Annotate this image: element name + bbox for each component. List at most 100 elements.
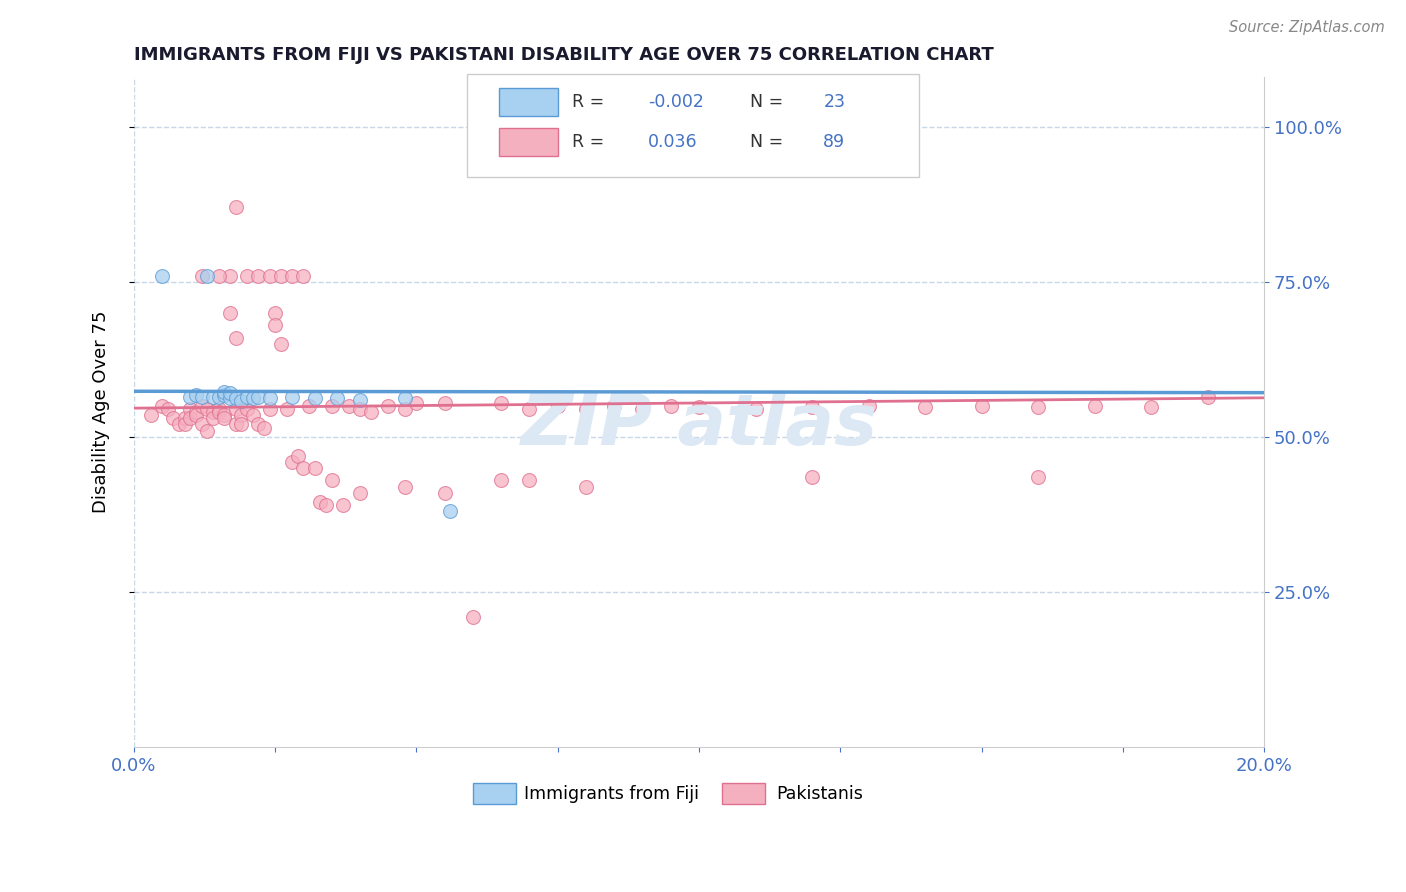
Point <box>801 400 824 414</box>
Point <box>914 400 936 414</box>
Point <box>225 392 247 406</box>
Point <box>190 399 212 413</box>
Point <box>202 390 225 404</box>
Point <box>219 306 242 320</box>
Text: 23: 23 <box>824 93 845 111</box>
Text: N =: N = <box>749 133 789 151</box>
Point <box>461 610 484 624</box>
Point <box>225 401 247 416</box>
Point <box>242 392 264 406</box>
Point <box>575 401 598 416</box>
Point <box>214 385 236 400</box>
Point <box>292 461 315 475</box>
Point <box>247 417 270 432</box>
Point <box>858 399 880 413</box>
Point <box>247 390 270 404</box>
Point <box>433 396 456 410</box>
Point <box>150 268 173 283</box>
Point <box>1083 399 1105 413</box>
FancyBboxPatch shape <box>472 783 516 805</box>
Point <box>184 387 207 401</box>
Point <box>219 392 242 406</box>
Point <box>139 408 162 422</box>
Point <box>1197 390 1219 404</box>
Point <box>173 411 195 425</box>
Point <box>236 390 259 404</box>
Point <box>208 401 231 416</box>
Point <box>242 408 264 422</box>
Point <box>321 474 343 488</box>
Point <box>184 405 207 419</box>
Point <box>276 401 298 416</box>
Point <box>197 268 219 283</box>
Point <box>190 390 212 404</box>
Point <box>394 479 416 493</box>
Point <box>281 390 304 404</box>
Point <box>394 401 416 416</box>
Point <box>519 401 541 416</box>
Point <box>231 408 253 422</box>
Point <box>349 485 371 500</box>
Point <box>377 399 399 413</box>
Point <box>326 392 349 406</box>
Point <box>292 268 315 283</box>
Point <box>519 474 541 488</box>
Point <box>214 387 236 401</box>
Text: -0.002: -0.002 <box>648 93 704 111</box>
Text: N =: N = <box>749 93 789 111</box>
Text: R =: R = <box>572 93 610 111</box>
Point <box>321 399 343 413</box>
Point <box>270 336 292 351</box>
Point <box>150 399 173 413</box>
Point <box>603 399 626 413</box>
Point <box>575 479 598 493</box>
Point <box>253 420 276 434</box>
Y-axis label: Disability Age Over 75: Disability Age Over 75 <box>93 310 110 513</box>
Point <box>184 408 207 422</box>
FancyBboxPatch shape <box>499 87 558 116</box>
Point <box>394 392 416 406</box>
Point <box>202 405 225 419</box>
Point <box>489 396 512 410</box>
Point <box>202 411 225 425</box>
Point <box>405 396 427 410</box>
Point <box>659 399 682 413</box>
Point <box>332 498 354 512</box>
Point <box>208 405 231 419</box>
Text: ZIP atlas: ZIP atlas <box>520 391 877 460</box>
Point <box>281 455 304 469</box>
Point <box>231 393 253 408</box>
FancyBboxPatch shape <box>721 783 765 805</box>
Text: Immigrants from Fiji: Immigrants from Fiji <box>524 785 699 803</box>
Point <box>156 401 179 416</box>
Point <box>360 405 382 419</box>
Point <box>688 400 710 414</box>
Point <box>179 390 201 404</box>
Text: Source: ZipAtlas.com: Source: ZipAtlas.com <box>1229 20 1385 35</box>
Text: 89: 89 <box>824 133 845 151</box>
Point <box>236 401 259 416</box>
Point <box>197 424 219 438</box>
FancyBboxPatch shape <box>499 128 558 156</box>
Point <box>190 268 212 283</box>
Point <box>225 200 247 214</box>
Point <box>264 306 287 320</box>
FancyBboxPatch shape <box>467 73 920 178</box>
Point <box>1140 400 1163 414</box>
Point <box>236 268 259 283</box>
Point <box>337 399 360 413</box>
Point <box>208 390 231 404</box>
Point <box>197 401 219 416</box>
Point <box>225 330 247 344</box>
Text: IMMIGRANTS FROM FIJI VS PAKISTANI DISABILITY AGE OVER 75 CORRELATION CHART: IMMIGRANTS FROM FIJI VS PAKISTANI DISABI… <box>134 46 994 64</box>
Point <box>1026 470 1049 484</box>
Point <box>214 408 236 422</box>
Point <box>219 268 242 283</box>
Point <box>167 417 190 432</box>
Point <box>631 401 654 416</box>
Point <box>231 417 253 432</box>
Point <box>304 461 326 475</box>
Point <box>281 268 304 283</box>
Point <box>298 399 321 413</box>
Point <box>179 411 201 425</box>
